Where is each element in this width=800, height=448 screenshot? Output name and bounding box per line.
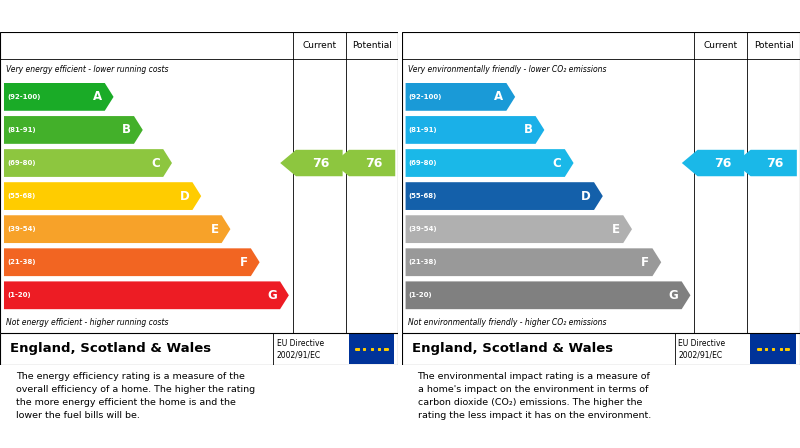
Text: Potential: Potential [754,41,794,50]
Polygon shape [406,149,574,177]
Text: G: G [267,289,277,302]
Polygon shape [682,150,744,176]
Polygon shape [406,248,662,276]
Text: 76: 76 [365,156,382,169]
Polygon shape [406,116,544,144]
Text: (81-91): (81-91) [7,127,36,133]
Text: B: B [523,124,533,137]
Text: E: E [210,223,218,236]
Text: C: C [151,156,160,169]
Text: Energy Efficiency Rating: Energy Efficiency Rating [10,9,220,24]
Text: (92-100): (92-100) [409,94,442,100]
Text: (39-54): (39-54) [7,226,36,232]
Text: F: F [642,256,650,269]
Polygon shape [4,182,201,210]
Polygon shape [406,215,632,243]
Text: Not energy efficient - higher running costs: Not energy efficient - higher running co… [6,318,169,327]
Text: (55-68): (55-68) [7,193,35,199]
Text: The energy efficiency rating is a measure of the
overall efficiency of a home. T: The energy efficiency rating is a measur… [16,372,255,420]
Text: EU Directive
2002/91/EC: EU Directive 2002/91/EC [678,339,726,359]
Text: (81-91): (81-91) [409,127,438,133]
Text: (21-38): (21-38) [7,259,36,265]
Text: A: A [494,90,503,103]
Text: E: E [612,223,620,236]
Polygon shape [406,83,515,111]
Text: (69-80): (69-80) [409,160,438,166]
Text: (21-38): (21-38) [409,259,438,265]
Polygon shape [4,215,230,243]
Text: Current: Current [302,41,336,50]
Text: G: G [669,289,678,302]
Polygon shape [4,83,114,111]
Text: Very environmentally friendly - lower CO₂ emissions: Very environmentally friendly - lower CO… [407,65,606,74]
Text: Very energy efficient - lower running costs: Very energy efficient - lower running co… [6,65,169,74]
Text: (1-20): (1-20) [7,292,30,298]
Text: (92-100): (92-100) [7,94,41,100]
Text: Potential: Potential [352,41,392,50]
Polygon shape [4,248,260,276]
Text: 76: 76 [312,156,330,169]
Text: Environmental Impact (CO₂) Rating: Environmental Impact (CO₂) Rating [411,9,712,24]
Text: (39-54): (39-54) [409,226,438,232]
Text: D: D [179,190,190,202]
Text: B: B [122,124,131,137]
Text: Not environmentally friendly - higher CO₂ emissions: Not environmentally friendly - higher CO… [407,318,606,327]
Text: (55-68): (55-68) [409,193,437,199]
Polygon shape [4,281,289,309]
Text: 76: 76 [766,156,784,169]
Text: Current: Current [704,41,738,50]
Polygon shape [406,182,602,210]
Text: (69-80): (69-80) [7,160,36,166]
Text: EU Directive
2002/91/EC: EU Directive 2002/91/EC [277,339,324,359]
Text: (1-20): (1-20) [409,292,432,298]
Text: D: D [581,190,591,202]
Text: C: C [553,156,562,169]
Polygon shape [280,150,342,176]
Text: The environmental impact rating is a measure of
a home's impact on the environme: The environmental impact rating is a mea… [418,372,650,420]
Text: England, Scotland & Wales: England, Scotland & Wales [10,342,211,356]
Polygon shape [4,116,142,144]
Text: England, Scotland & Wales: England, Scotland & Wales [411,342,613,356]
Text: 76: 76 [714,156,731,169]
Polygon shape [4,149,172,177]
Polygon shape [333,150,395,176]
Polygon shape [406,281,690,309]
Text: A: A [93,90,102,103]
Text: F: F [240,256,248,269]
Polygon shape [734,150,797,176]
